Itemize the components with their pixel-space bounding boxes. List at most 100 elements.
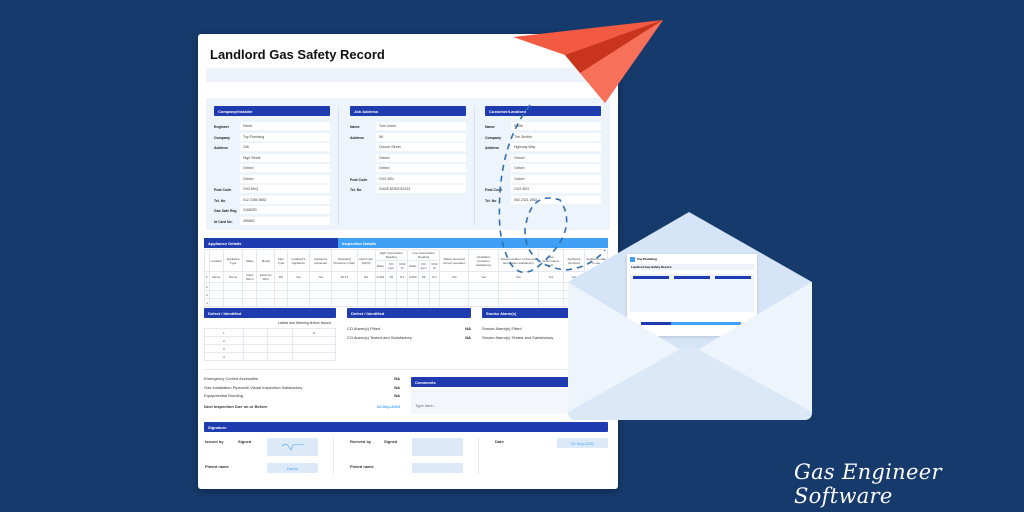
table-cell[interactable] <box>223 282 244 291</box>
table-cell[interactable]: 0.004 <box>407 271 419 283</box>
table-cell[interactable]: Yes <box>309 271 333 283</box>
field-value[interactable]: Top Plumbing <box>240 132 330 141</box>
item-value[interactable]: NA <box>465 335 471 340</box>
field-value[interactable]: High Street <box>240 153 330 162</box>
table-cell[interactable] <box>274 298 288 307</box>
table-cell[interactable] <box>208 290 225 299</box>
defect-cell[interactable] <box>292 336 336 345</box>
table-cell[interactable] <box>208 298 225 307</box>
table-cell[interactable]: 8.3 <box>428 271 441 283</box>
table-cell[interactable]: 20.17 <box>331 271 358 283</box>
field-value[interactable]: Oxford <box>376 164 466 172</box>
field-value[interactable]: 455562 <box>240 216 330 225</box>
table-cell[interactable]: Yes <box>286 271 311 283</box>
field-value[interactable]: Oxford <box>376 153 466 162</box>
table-cell[interactable] <box>385 282 398 291</box>
table-cell[interactable] <box>428 298 441 307</box>
field-value[interactable]: Smith <box>511 122 601 130</box>
table-cell[interactable] <box>309 290 333 299</box>
table-cell[interactable] <box>396 298 409 307</box>
field-value[interactable]: 01628 82993 82233 <box>376 185 466 193</box>
table-cell[interactable] <box>286 298 311 307</box>
table-cell[interactable] <box>309 282 333 291</box>
table-cell[interactable] <box>223 298 244 307</box>
field-value[interactable]: OX3 4DH <box>511 185 601 193</box>
table-cell[interactable] <box>439 298 470 307</box>
item-value[interactable]: NA <box>394 393 400 398</box>
defect-cell[interactable] <box>242 344 269 353</box>
table-cell[interactable] <box>256 290 276 299</box>
table-cell[interactable] <box>385 298 398 307</box>
printed-name-input-2[interactable] <box>412 463 463 473</box>
table-cell[interactable] <box>439 290 470 299</box>
table-cell[interactable] <box>309 298 333 307</box>
table-cell[interactable] <box>356 290 376 299</box>
field-value[interactable]: Oxford <box>511 153 601 162</box>
field-value[interactable]: OX3 8HQ <box>240 185 330 193</box>
table-cell[interactable]: Flexicom 30cx <box>256 271 276 283</box>
item-value[interactable]: NA <box>394 376 400 381</box>
table-cell[interactable] <box>274 290 288 299</box>
table-cell[interactable] <box>417 282 430 291</box>
field-value[interactable]: 246 <box>240 143 330 151</box>
field-value[interactable]: Oxford <box>511 174 601 183</box>
defect-cell[interactable] <box>292 344 336 353</box>
defect-cell[interactable] <box>267 344 294 353</box>
field-value[interactable]: Oxford <box>240 174 330 183</box>
table-cell[interactable]: Glow Worm <box>242 271 258 283</box>
printed-name-value[interactable]: Demo <box>267 463 318 473</box>
date-value[interactable]: 23-Sep-2022 <box>557 438 608 448</box>
table-cell[interactable] <box>356 282 376 291</box>
table-cell[interactable] <box>428 290 441 299</box>
table-cell[interactable] <box>331 282 358 291</box>
table-cell[interactable] <box>274 282 288 291</box>
field-value[interactable]: OX3 4SN <box>376 174 466 183</box>
defect-cell[interactable]: N <box>292 328 336 337</box>
item-value[interactable]: NA <box>394 384 400 390</box>
field-value[interactable]: 56 <box>376 132 466 141</box>
table-cell[interactable] <box>286 282 311 291</box>
defect-cell[interactable] <box>292 352 336 361</box>
field-value[interactable]: Oxford <box>240 164 330 172</box>
table-cell[interactable] <box>256 282 276 291</box>
table-cell[interactable] <box>417 298 430 307</box>
table-cell[interactable]: NA <box>356 271 376 283</box>
table-cell[interactable] <box>396 282 409 291</box>
table-cell[interactable] <box>256 298 276 307</box>
table-cell[interactable] <box>242 282 258 291</box>
table-cell[interactable] <box>356 298 376 307</box>
table-cell[interactable] <box>242 298 258 307</box>
table-cell[interactable] <box>396 290 409 299</box>
defect-cell[interactable] <box>267 328 294 337</box>
issuer-signature-box[interactable] <box>267 438 318 456</box>
table-cell[interactable] <box>428 282 441 291</box>
field-value[interactable]: Church Street <box>376 143 466 151</box>
table-cell[interactable]: 8.3 <box>396 271 409 283</box>
table-cell[interactable]: 0.004 <box>374 271 387 283</box>
table-cell[interactable] <box>407 290 419 299</box>
field-value[interactable]: Oxford <box>511 164 601 172</box>
table-cell[interactable] <box>331 290 358 299</box>
table-cell[interactable] <box>417 290 430 299</box>
table-cell[interactable] <box>208 282 225 291</box>
table-cell[interactable] <box>242 290 258 299</box>
field-value[interactable]: Demo <box>240 122 330 130</box>
field-value[interactable]: The Smiths <box>511 132 601 141</box>
item-value[interactable]: NA <box>465 326 471 331</box>
table-cell[interactable]: Yes <box>439 271 470 283</box>
table-cell[interactable]: Demo <box>208 271 225 283</box>
table-cell[interactable] <box>385 290 398 299</box>
table-cell[interactable] <box>331 298 358 307</box>
defect-cell[interactable] <box>242 336 269 345</box>
table-cell[interactable] <box>223 290 244 299</box>
defect-cell[interactable] <box>267 352 294 361</box>
table-cell[interactable] <box>407 298 419 307</box>
defect-cell[interactable] <box>267 336 294 345</box>
table-cell[interactable] <box>407 282 419 291</box>
table-cell[interactable] <box>439 282 470 291</box>
field-value[interactable]: 0158330 <box>240 206 330 214</box>
table-cell[interactable] <box>374 282 387 291</box>
defect-cell[interactable] <box>242 352 269 361</box>
table-cell[interactable] <box>286 290 311 299</box>
table-cell[interactable]: 09 <box>385 271 398 283</box>
